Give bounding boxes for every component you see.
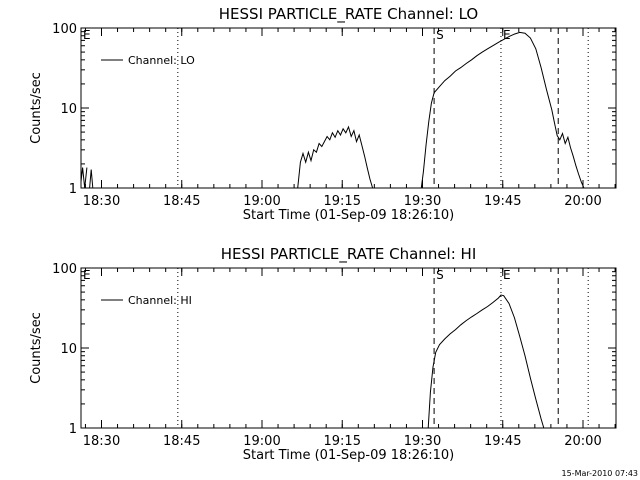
event-marker: S bbox=[436, 28, 444, 42]
y-tick-label: 1 bbox=[69, 182, 77, 197]
y-tick-label: 1 bbox=[69, 422, 77, 437]
x-tick-label: 18:45 bbox=[163, 194, 200, 209]
plot-frame bbox=[80, 27, 617, 189]
x-tick-label: 18:45 bbox=[163, 434, 200, 449]
x-tick-label: 20:00 bbox=[564, 194, 601, 209]
y-axis-label: Counts/sec bbox=[29, 312, 44, 384]
x-axis-label: Start Time (01-Sep-09 18:26:10) bbox=[243, 448, 454, 463]
x-tick-label: 19:00 bbox=[243, 434, 280, 449]
x-tick-label: 20:00 bbox=[564, 434, 601, 449]
legend-label: Channel: HI bbox=[128, 294, 192, 307]
chart-title: HESSI PARTICLE_RATE Channel: HI bbox=[221, 245, 477, 264]
event-marker: E bbox=[83, 28, 91, 42]
legend-label: Channel: LO bbox=[128, 54, 195, 67]
x-tick-label: 18:30 bbox=[83, 194, 120, 209]
footer-timestamp: 15-Mar-2010 07:43 bbox=[562, 469, 639, 478]
series-line bbox=[420, 31, 585, 189]
chart-panel-hi: HESSI PARTICLE_RATE Channel: HI 18:30 18:4… bbox=[29, 245, 617, 463]
event-marker: E bbox=[503, 28, 511, 42]
chart-title: HESSI PARTICLE_RATE Channel: LO bbox=[219, 5, 478, 24]
y-axis-label: Counts/sec bbox=[29, 72, 44, 144]
y-tick-label: 10 bbox=[60, 102, 77, 117]
y-tick-label: 100 bbox=[52, 262, 77, 277]
chart-panel-lo: HESSI PARTICLE_RATE Channel: LO 18:30 18:4… bbox=[29, 5, 617, 223]
plot-frame bbox=[80, 267, 617, 429]
series-line bbox=[427, 294, 545, 429]
x-tick-label: 18:30 bbox=[83, 434, 120, 449]
event-marker: E bbox=[503, 268, 511, 282]
x-tick-label: 19:15 bbox=[324, 434, 361, 449]
x-tick-label: 19:45 bbox=[484, 194, 521, 209]
series-line bbox=[89, 169, 94, 189]
event-marker: E bbox=[83, 268, 91, 282]
x-axis-label: Start Time (01-Sep-09 18:26:10) bbox=[243, 208, 454, 223]
x-tick-label: 19:45 bbox=[484, 434, 521, 449]
event-marker: S bbox=[436, 268, 444, 282]
y-tick-label: 100 bbox=[52, 22, 77, 37]
y-tick-label: 10 bbox=[60, 342, 77, 357]
x-tick-label: 19:00 bbox=[243, 194, 280, 209]
x-tick-label: 19:30 bbox=[404, 194, 441, 209]
series-line bbox=[80, 167, 88, 189]
x-tick-label: 19:30 bbox=[404, 434, 441, 449]
x-tick-label: 19:15 bbox=[324, 194, 361, 209]
series-line bbox=[297, 125, 374, 189]
